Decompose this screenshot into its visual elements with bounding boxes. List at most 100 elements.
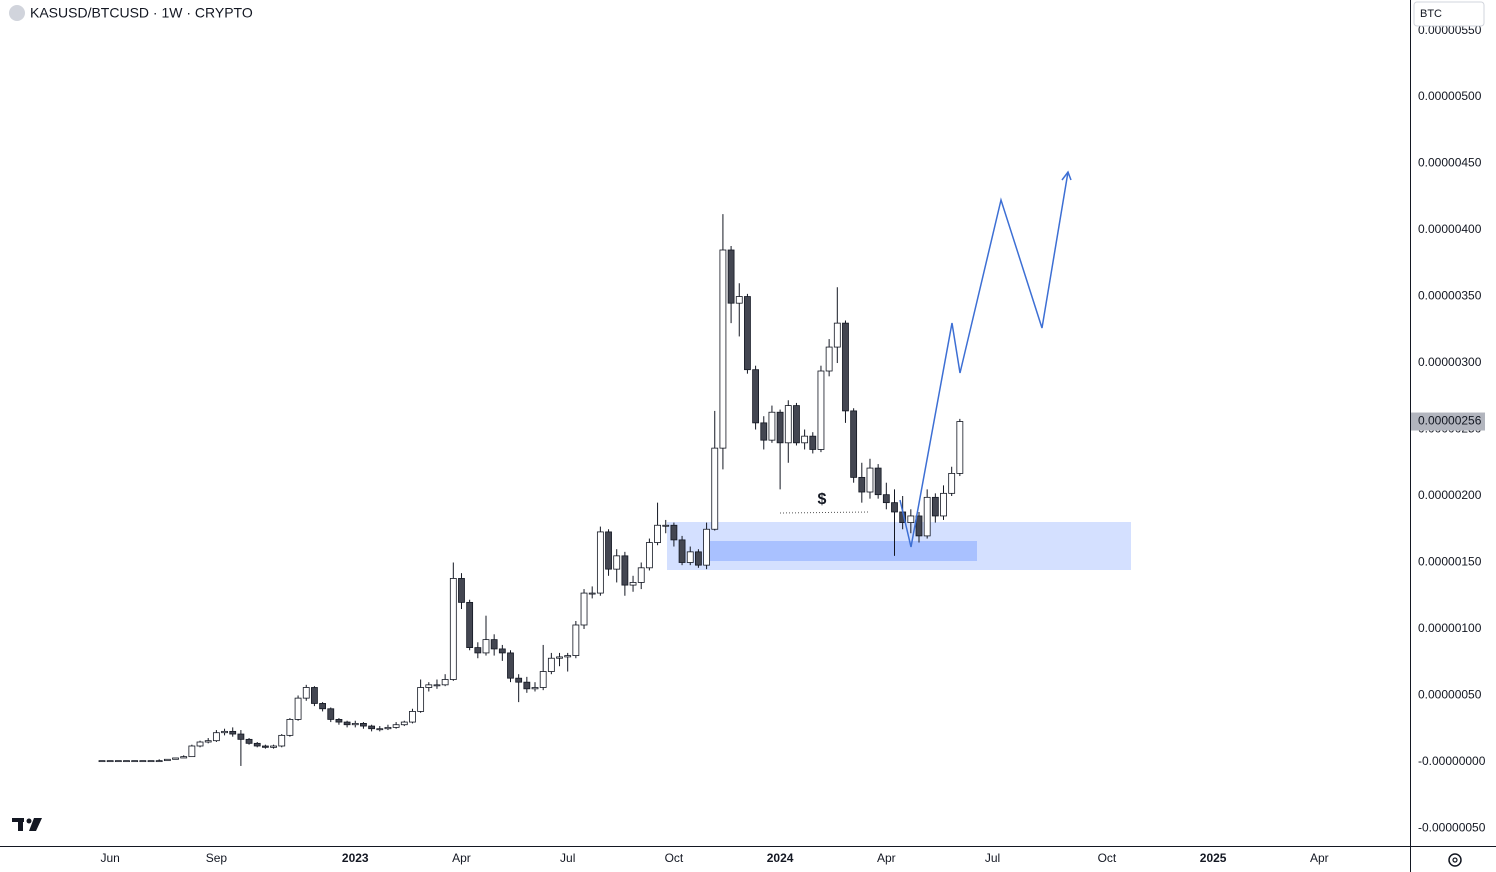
drawings: $ bbox=[667, 491, 1131, 570]
candle-body bbox=[237, 733, 245, 740]
candle-body bbox=[327, 708, 335, 720]
candle-body bbox=[637, 567, 645, 583]
x-tick-label: 2025 bbox=[1200, 851, 1227, 865]
candle-body bbox=[131, 760, 139, 763]
candle-body bbox=[956, 421, 964, 474]
x-tick-label: Apr bbox=[1310, 851, 1329, 865]
candle-body bbox=[719, 249, 727, 449]
candle-body bbox=[474, 647, 482, 654]
y-tick-label: 0.00000350 bbox=[1418, 289, 1482, 303]
candle-body bbox=[776, 411, 784, 444]
candle-body bbox=[294, 697, 302, 720]
candle-body bbox=[172, 757, 179, 760]
candle-body bbox=[441, 679, 449, 686]
candle-body bbox=[556, 656, 563, 659]
candle-body bbox=[931, 496, 939, 517]
demand-zone bbox=[667, 522, 1131, 570]
candle-body bbox=[458, 578, 465, 603]
candle-body bbox=[245, 738, 253, 744]
axes: 0.000005500.000005000.000004500.00000400… bbox=[100, 23, 1485, 865]
y-tick-label: 0.00000100 bbox=[1418, 621, 1482, 635]
candle-body bbox=[605, 531, 612, 570]
candle-body bbox=[850, 410, 858, 478]
currency-label[interactable]: BTC bbox=[1420, 8, 1442, 20]
candle-body bbox=[695, 551, 702, 566]
candle-body bbox=[155, 760, 163, 763]
candle-body bbox=[163, 758, 171, 762]
candle-body bbox=[482, 639, 490, 654]
candle-body bbox=[793, 405, 800, 444]
x-tick-label: Jun bbox=[100, 851, 119, 865]
candle-body bbox=[662, 524, 670, 527]
candle-body bbox=[735, 296, 743, 304]
last-price-label: 0.00000256 bbox=[1418, 414, 1482, 428]
x-tick-label: Oct bbox=[1098, 851, 1117, 865]
candle-body bbox=[106, 760, 114, 763]
candle-body bbox=[711, 447, 719, 530]
candle-body bbox=[866, 467, 874, 493]
tv-logo bbox=[12, 818, 42, 831]
candle-body bbox=[253, 742, 261, 747]
candle-body bbox=[180, 756, 188, 759]
candle-body bbox=[351, 722, 359, 726]
candle-body bbox=[400, 721, 408, 726]
candle-body bbox=[645, 542, 653, 569]
candle-body bbox=[376, 728, 384, 731]
candle-body bbox=[752, 369, 759, 424]
candle-body bbox=[98, 760, 106, 763]
x-tick-label: Sep bbox=[206, 851, 228, 865]
candle-body bbox=[678, 539, 686, 563]
candle-body bbox=[539, 671, 547, 688]
candle-body bbox=[547, 657, 555, 672]
candle-body bbox=[842, 322, 849, 412]
y-tick-label: -0.00000050 bbox=[1418, 821, 1486, 835]
candle-body bbox=[703, 528, 710, 566]
logo-part bbox=[26, 818, 32, 824]
projection bbox=[899, 170, 1072, 548]
candle-body bbox=[670, 524, 678, 541]
candle-body bbox=[768, 411, 776, 441]
x-tick-label: Oct bbox=[665, 851, 684, 865]
candle-body bbox=[727, 249, 735, 304]
candle-body bbox=[466, 601, 474, 648]
candle-body bbox=[425, 684, 433, 688]
y-tick-label: 0.00000200 bbox=[1418, 488, 1482, 502]
candle-body bbox=[507, 652, 514, 679]
candle-body bbox=[335, 719, 343, 723]
candles bbox=[98, 214, 964, 766]
candle-body bbox=[139, 760, 147, 763]
candle-body bbox=[654, 524, 661, 543]
last-price-box bbox=[1411, 412, 1485, 431]
candle-body bbox=[784, 405, 792, 444]
inner-zone bbox=[706, 541, 977, 561]
x-tick-label: Apr bbox=[452, 851, 471, 865]
gear-ring[interactable] bbox=[1448, 853, 1462, 867]
candle-body bbox=[409, 711, 416, 723]
projection-path bbox=[899, 171, 1069, 548]
candle-body bbox=[311, 687, 318, 704]
y-tick-label: 0.00000300 bbox=[1418, 355, 1482, 369]
liquidity-line bbox=[779, 511, 871, 514]
candle-body bbox=[809, 435, 817, 450]
candle-body bbox=[744, 296, 751, 371]
candle-body bbox=[874, 467, 882, 496]
logo-part bbox=[18, 818, 23, 831]
candle-body bbox=[188, 745, 196, 758]
candle-body bbox=[817, 370, 825, 450]
candle-body bbox=[531, 687, 539, 690]
candle-body bbox=[392, 724, 400, 728]
gear-hub[interactable] bbox=[1452, 857, 1458, 863]
x-tick-label: 2023 bbox=[342, 851, 369, 865]
candle-body bbox=[572, 624, 580, 656]
candle-body bbox=[907, 515, 915, 523]
y-tick-label: 0.00000500 bbox=[1418, 89, 1482, 103]
settings-icon[interactable] bbox=[1448, 853, 1462, 867]
candle-body bbox=[564, 655, 572, 658]
x-tick-label: Jul bbox=[560, 851, 575, 865]
candle-body bbox=[384, 726, 392, 730]
candle-body bbox=[858, 476, 866, 493]
candle-body bbox=[948, 472, 956, 494]
candle-body bbox=[449, 578, 457, 680]
currency-box[interactable] bbox=[1413, 1, 1485, 27]
